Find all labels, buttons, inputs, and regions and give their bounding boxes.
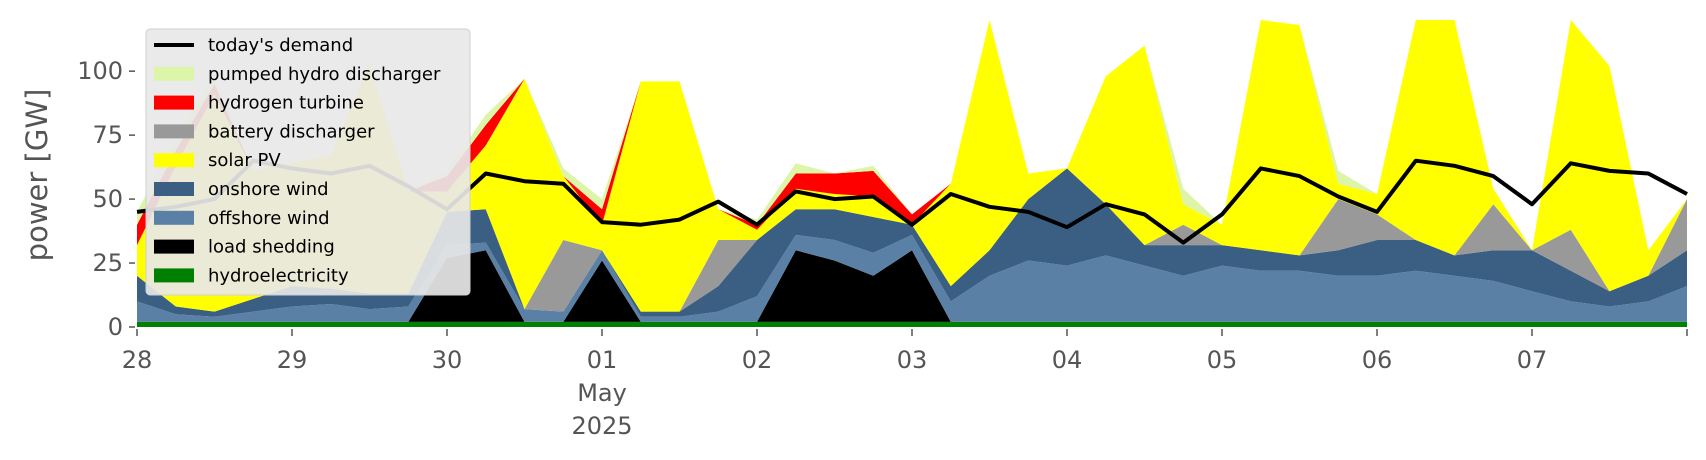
legend-swatch bbox=[154, 124, 194, 139]
x-axis: 28 29 30 01 May 2025 02 03 04 05 06 07 bbox=[122, 329, 1688, 440]
legend-swatch bbox=[154, 268, 194, 283]
legend: today's demand pumped hydro discharger hyd… bbox=[145, 28, 471, 296]
legend-label: pumped hydro discharger bbox=[208, 64, 441, 85]
legend-label: battery discharger bbox=[208, 121, 375, 142]
legend-label: onshore wind bbox=[208, 179, 329, 200]
y-tick-label: 75 bbox=[92, 121, 123, 149]
legend-swatch bbox=[154, 153, 194, 168]
legend-label: hydrogen turbine bbox=[208, 93, 364, 114]
x-tick-label: 02 bbox=[742, 346, 773, 374]
legend-label: offshore wind bbox=[208, 208, 330, 229]
x-tick-label: 07 bbox=[1517, 346, 1548, 374]
x-tick-label: 30 bbox=[432, 346, 463, 374]
legend-label: solar PV bbox=[208, 150, 281, 171]
area-load-shedding bbox=[137, 250, 1687, 322]
x-tick-label: 28 bbox=[122, 346, 153, 374]
x-tick-month: May bbox=[577, 379, 627, 407]
area-battery-discharger bbox=[137, 168, 1687, 312]
y-tick-label: 0 bbox=[108, 313, 123, 341]
legend-label: today's demand bbox=[208, 35, 353, 56]
legend-swatch bbox=[154, 182, 194, 196]
x-tick-label: 04 bbox=[1052, 346, 1083, 374]
y-tick-label: 100 bbox=[77, 57, 123, 85]
legend-swatch bbox=[154, 210, 194, 225]
x-tick-label: 03 bbox=[897, 346, 928, 374]
y-tick-label: 50 bbox=[92, 185, 123, 213]
area-offshore-wind bbox=[137, 234, 1687, 322]
legend-label: hydroelectricity bbox=[208, 265, 349, 286]
legend-box bbox=[145, 28, 471, 296]
area-hydroelectricity bbox=[137, 321, 1687, 327]
x-tick-label: 01 bbox=[587, 346, 618, 374]
x-tick-year: 2025 bbox=[571, 412, 632, 440]
area-solar-PV bbox=[137, 20, 1687, 312]
y-tick-label: 25 bbox=[92, 249, 123, 277]
legend-swatch bbox=[154, 95, 194, 110]
legend-label: load shedding bbox=[208, 237, 335, 258]
x-tick-label: 29 bbox=[277, 346, 308, 374]
y-axis: 0 25 50 75 100 bbox=[77, 57, 135, 341]
legend-swatch bbox=[154, 66, 194, 81]
x-tick-label: 06 bbox=[1362, 346, 1393, 374]
x-tick-label: 05 bbox=[1207, 346, 1238, 374]
y-axis-title: power [GW] bbox=[20, 89, 54, 262]
legend-swatch bbox=[154, 239, 194, 254]
